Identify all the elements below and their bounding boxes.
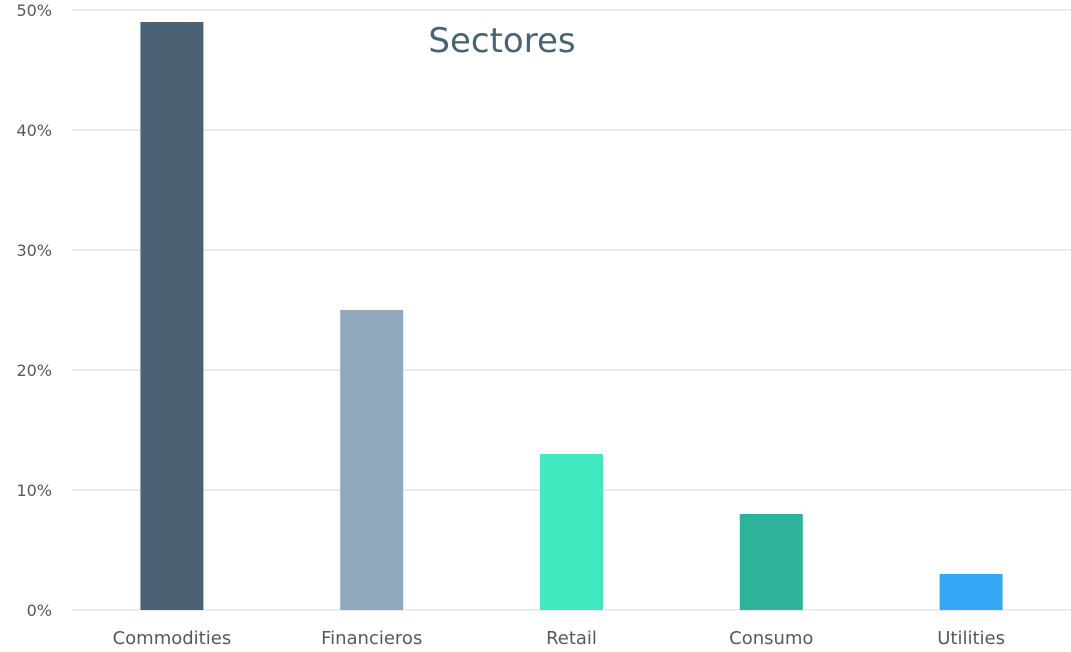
chart-title: Sectores [428,21,575,61]
y-tick-label: 50% [16,1,52,20]
y-tick-label: 40% [16,121,52,140]
y-tick-label: 10% [16,481,52,500]
bar-consumo [739,514,803,610]
y-tick-label: 20% [16,361,52,380]
x-category-label: Financieros [321,628,422,649]
bar-retail [540,454,603,610]
x-category-label: Retail [546,628,597,649]
x-axis-categories: Commodities Financieros Retail Consumo Utili… [113,628,1005,649]
bar-utilities [939,574,1003,610]
y-tick-label: 30% [16,241,52,260]
y-tick-label: 0% [27,601,52,620]
bar-commodities [140,22,204,610]
y-axis-ticks: 0% 10% 20% 30% 40% 50% [16,1,52,620]
x-category-label: Utilities [937,628,1005,649]
bars [140,22,1003,610]
bar-financieros [340,310,404,610]
x-category-label: Consumo [729,628,813,649]
x-category-label: Commodities [113,628,232,649]
gridlines [72,9,1071,611]
